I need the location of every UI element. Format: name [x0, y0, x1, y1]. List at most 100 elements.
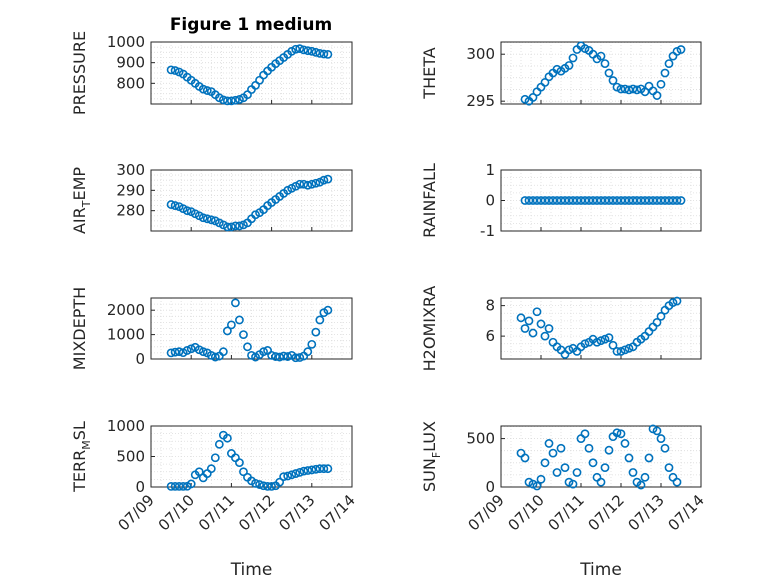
data-point	[182, 346, 192, 355]
subplot-pressure: 800 900 1000 PRESSURE	[70, 31, 353, 115]
data-point	[672, 296, 682, 306]
data-point	[202, 214, 212, 224]
data-point	[516, 313, 526, 323]
data-point	[323, 174, 333, 184]
y-tick-label: 800	[116, 74, 145, 92]
x-axis-label: Time	[579, 560, 622, 580]
data-point	[572, 468, 582, 477]
data-point	[166, 200, 176, 209]
subplot-h2omixra: 6 8 H2OMIXRA	[420, 286, 702, 372]
data-point	[588, 458, 598, 468]
data-point	[540, 77, 550, 87]
data-point	[214, 439, 224, 449]
figure-title: Figure 1 medium	[170, 15, 332, 35]
data-point	[600, 463, 610, 473]
data-point	[644, 453, 654, 463]
data-point	[656, 311, 666, 321]
data-point	[291, 44, 301, 54]
data-point	[166, 481, 176, 491]
data-point	[660, 443, 670, 453]
data-point	[295, 44, 305, 54]
data-point	[604, 445, 614, 455]
data-point	[311, 327, 321, 337]
y-tick-label: 1000	[107, 33, 145, 51]
x-axis-label: Time	[230, 560, 273, 580]
data-point	[267, 481, 276, 491]
y-axis-label: RAINFALL	[420, 163, 439, 238]
data-point	[672, 196, 682, 205]
y-axis-label-main: PRESSURE	[70, 31, 89, 115]
data-point	[186, 344, 196, 354]
data-point	[198, 347, 208, 357]
data-point	[596, 336, 606, 346]
data-point	[291, 353, 301, 363]
axes-box	[500, 297, 702, 360]
data-point	[307, 339, 317, 349]
data-point	[592, 337, 602, 347]
data-point	[548, 448, 558, 458]
y-axis-label-rest: EMP	[70, 167, 89, 201]
data-point	[580, 339, 590, 349]
data-point	[319, 49, 329, 59]
data-point	[664, 59, 674, 69]
data-point	[319, 175, 329, 185]
data-point	[532, 481, 542, 491]
data-point	[255, 480, 264, 489]
data-point	[540, 458, 550, 468]
axes-box	[150, 169, 353, 232]
data-point	[259, 347, 268, 357]
data-point	[251, 478, 260, 488]
data-point	[271, 352, 281, 361]
data-point	[628, 468, 638, 477]
data-point	[194, 467, 204, 477]
y-axis-label-main: AIR	[70, 207, 89, 234]
data-point	[552, 468, 562, 477]
data-point	[174, 481, 184, 491]
y-tick-label: 900	[116, 54, 145, 72]
data-point	[568, 479, 578, 489]
axes-box	[500, 41, 702, 105]
data-point	[564, 345, 574, 355]
data-point	[656, 79, 666, 89]
data-point	[210, 453, 220, 463]
y-axis-label: AIRTEMP	[70, 167, 93, 234]
y-tick-label: 0	[485, 478, 495, 496]
data-point	[652, 91, 662, 100]
data-point	[166, 348, 176, 358]
data-point	[299, 45, 309, 55]
data-point	[620, 345, 630, 355]
data-point	[198, 84, 208, 94]
data-point	[295, 179, 305, 189]
data-point	[226, 320, 236, 330]
data-point	[676, 45, 686, 54]
data-point	[640, 472, 650, 482]
data-point	[222, 222, 232, 232]
y-tick-label: 280	[116, 202, 145, 220]
data-point	[624, 343, 634, 353]
data-point	[540, 331, 550, 341]
data-point	[315, 48, 325, 58]
y-tick-label: -1	[480, 222, 495, 240]
y-tick-label: 2000	[107, 301, 145, 319]
y-tick-label: 290	[116, 181, 145, 199]
y-tick-label: 8	[485, 297, 495, 315]
y-axis-label: H2OMIXRA	[420, 286, 439, 372]
data-point	[520, 453, 530, 463]
data-point	[170, 481, 180, 491]
data-point	[295, 353, 305, 362]
data-point	[263, 481, 272, 491]
data-point	[283, 471, 293, 481]
y-axis-label-main: H2OMIXRA	[420, 286, 439, 372]
data-point	[303, 347, 313, 357]
data-point	[206, 215, 216, 225]
data-point	[307, 46, 317, 56]
y-axis-label: PRESSURE	[70, 31, 89, 115]
data-point	[186, 479, 196, 489]
subplot-theta: 295 300 THETA	[420, 41, 702, 110]
y-tick-label: 1000	[107, 326, 145, 344]
data-point	[235, 315, 244, 325]
data-point	[520, 324, 530, 333]
y-tick-label: 1	[485, 161, 495, 179]
y-axis-label-main: MIXDEPTH	[70, 287, 89, 370]
data-point	[170, 66, 180, 75]
